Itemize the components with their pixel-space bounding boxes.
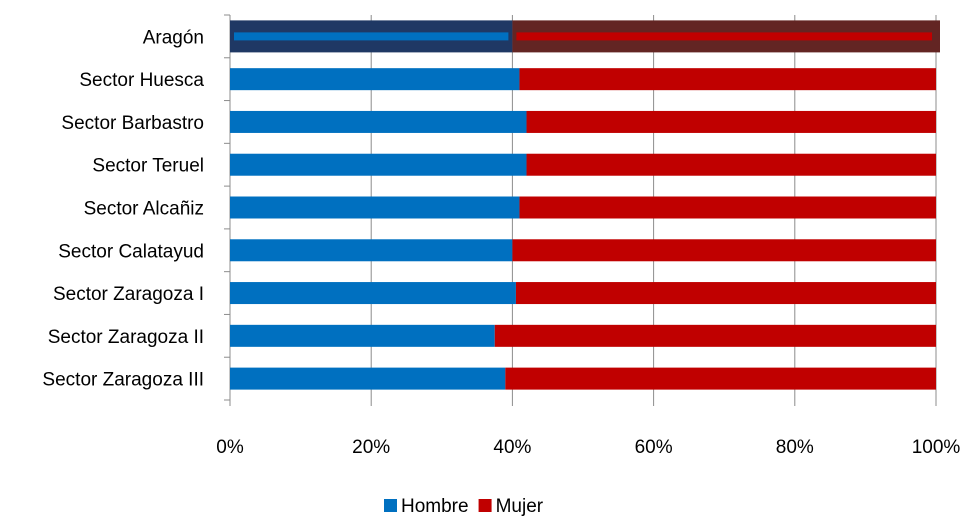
bar-mujer: [494, 324, 936, 347]
legend: Hombre Mujer: [384, 496, 544, 517]
legend-label-hombre: Hombre: [401, 496, 469, 517]
category-label: Sector Zaragoza III: [42, 370, 204, 391]
bar-hombre: [230, 68, 520, 91]
bars: [230, 20, 940, 390]
bar-mujer: [526, 153, 936, 176]
category-label: Sector Calatayud: [58, 241, 204, 262]
x-tick-label: 60%: [635, 437, 673, 458]
category-label: Sector Barbastro: [61, 113, 204, 134]
bar-mujer: [505, 367, 936, 390]
x-tick-label: 100%: [912, 437, 961, 458]
legend-swatch-hombre: [384, 499, 397, 512]
legend-label-mujer: Mujer: [496, 496, 544, 517]
x-tick-label: 20%: [352, 437, 390, 458]
bar-hombre: [230, 153, 527, 176]
category-label: Sector Alcañiz: [84, 199, 204, 220]
bar-hombre: [230, 196, 520, 219]
bar-hombre: [230, 282, 516, 305]
x-tick-labels: 0% 20% 40% 60% 80% 100%: [216, 437, 960, 458]
bar-mujer: [516, 32, 932, 41]
bar-hombre: [234, 32, 509, 41]
bar-hombre: [230, 367, 506, 390]
x-tick-label: 80%: [776, 437, 814, 458]
bar-mujer: [519, 196, 936, 219]
category-label: Sector Zaragoza II: [48, 327, 204, 348]
bar-mujer: [526, 110, 936, 133]
bar-hombre: [230, 324, 495, 347]
bar-mujer: [512, 239, 936, 262]
category-label: Sector Teruel: [92, 156, 204, 177]
category-label: Aragón: [143, 27, 204, 48]
bar-mujer: [519, 68, 936, 91]
bar-hombre: [230, 239, 513, 262]
category-label: Sector Zaragoza I: [53, 284, 204, 305]
x-tick-label: 40%: [493, 437, 531, 458]
category-label: Sector Huesca: [79, 70, 204, 91]
x-tick-label: 0%: [216, 437, 244, 458]
category-labels: Aragón Sector Huesca Sector Barbastro Secto…: [42, 27, 204, 390]
legend-swatch-mujer: [478, 499, 492, 512]
bar-mujer: [515, 282, 936, 305]
bar-hombre: [230, 110, 527, 133]
